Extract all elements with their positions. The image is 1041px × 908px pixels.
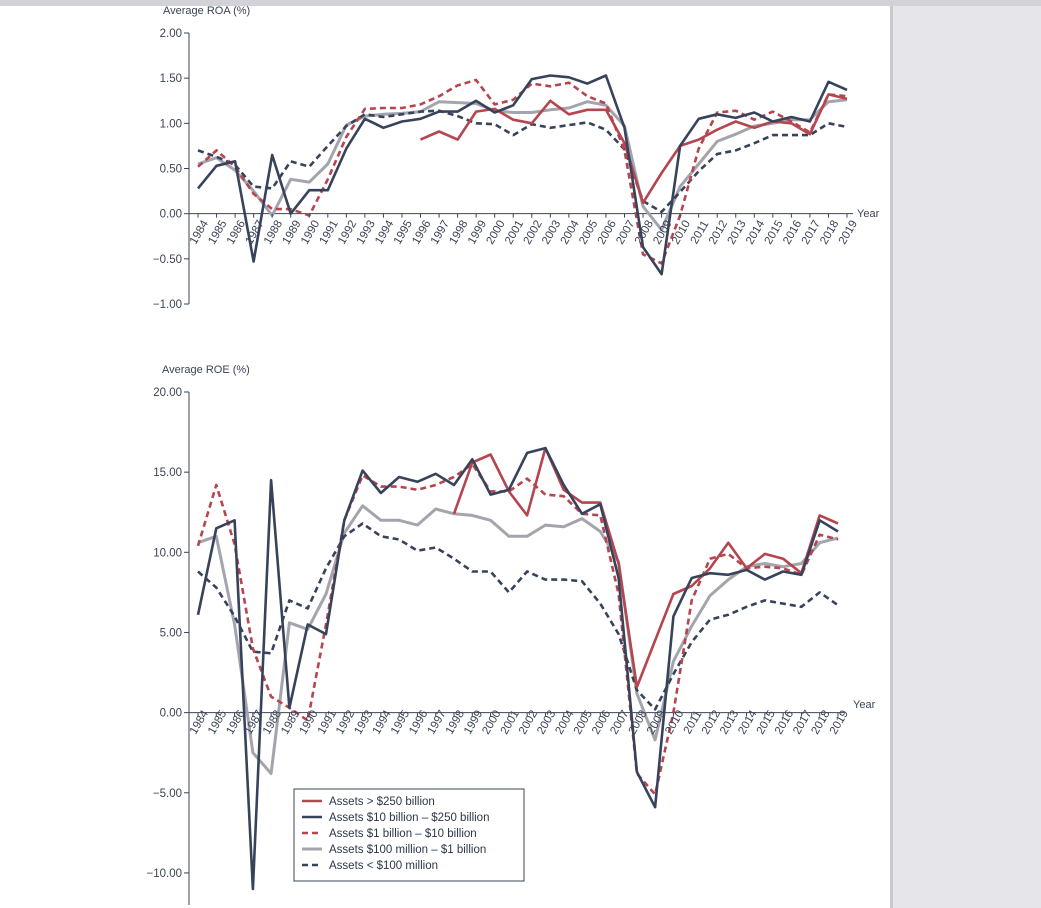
roa-ylabel: Average ROA (%) [163,5,250,17]
roa-ytick-label: 0.00 [160,209,182,221]
legend: Assets > $250 billion Assets $10 billion … [293,788,525,882]
roe-ytick-label: 10.00 [153,547,182,559]
legend-box [293,788,525,882]
roa-series-line-5 [197,109,848,214]
legend-label-3: Assets $1 billion – $10 billion [329,828,477,840]
roe-series [196,446,839,891]
roe-ytick-label: 15.00 [153,467,182,479]
roa-ytick-label: 1.50 [160,73,182,85]
roa-xlabel: Year [857,208,880,220]
roe-series-line-4 [197,504,839,775]
roe-ylabel: Average ROE (%) [162,364,250,376]
chart-panel [0,6,890,908]
roa-ytick-label: −0.50 [153,254,182,266]
panel-right-edge [890,6,893,908]
roe-ytick-label: 5.00 [160,627,182,639]
legend-label-4: Assets $100 million – $1 billion [329,844,486,856]
roe-series-line-3 [196,462,839,796]
roe-xlabel: Year [853,699,876,711]
roe-ytick-label: 0.00 [160,708,182,720]
legend-label-5: Assets < $100 million [329,860,438,872]
roa-ytick-label: 1.00 [160,118,182,130]
roa-xticks: 1984198519861987198819891990199119921993… [188,213,860,247]
legend-label-1: Assets > $250 billion [329,796,435,808]
roe-axes: 20.00 15.00 10.00 5.00 0.00 −5.00 −10.00 [147,387,844,905]
roa-xtick-label: 2010 [670,218,693,246]
roa-xtick-label: 2019 [837,218,860,246]
roe-ytick-label: 20.00 [153,387,182,399]
legend-label-2: Assets $10 billion – $250 billion [329,812,489,824]
window-top-bar [0,0,1041,6]
roa-ytick-label: 2.00 [160,28,182,40]
roa-series [196,74,848,276]
roa-series-line-4 [197,98,848,232]
legend-items: Assets > $250 billion Assets $10 billion … [302,796,489,872]
roa-chart: Average ROA (%) Year 2.00 1.50 1.00 0.50 0.0… [153,5,880,311]
roe-series-line-1 [452,446,839,689]
roe-ytick-label: −10.00 [147,868,183,880]
roe-ytick-label: −5.00 [153,788,182,800]
roe-series-line-2 [196,446,839,891]
roa-axes: 2.00 1.50 1.00 0.50 0.00 −0.50 −1.00 [153,28,853,311]
roa-ytick-label: 0.50 [160,164,182,176]
roa-series-line-2 [196,74,848,276]
roe-series-line-5 [197,522,839,711]
roa-ytick-label: −1.00 [153,299,182,311]
